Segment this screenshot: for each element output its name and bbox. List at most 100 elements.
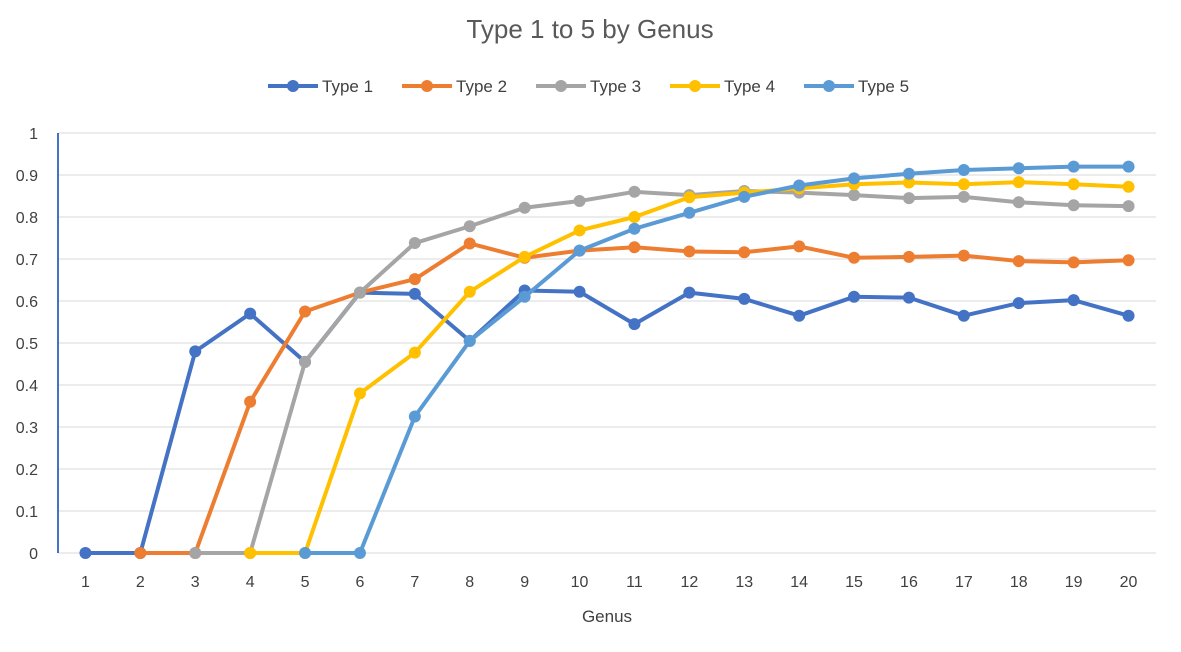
series-line xyxy=(85,288,1130,555)
series-layer xyxy=(79,160,1135,559)
gridlines xyxy=(58,132,1156,512)
data-point xyxy=(1122,254,1135,267)
data-point xyxy=(1067,160,1080,173)
data-point xyxy=(463,285,476,298)
data-point xyxy=(848,189,861,202)
data-point xyxy=(353,286,366,299)
series-type-1 xyxy=(79,284,1135,559)
legend-swatch-marker xyxy=(823,80,835,92)
series-line xyxy=(305,164,1129,555)
data-point xyxy=(957,178,970,191)
data-point xyxy=(1067,256,1080,269)
data-point xyxy=(957,249,970,262)
x-tick-label: 18 xyxy=(1010,574,1028,591)
x-tick-label: 14 xyxy=(790,574,808,591)
data-point xyxy=(1067,178,1080,191)
chart-title: Type 1 to 5 by Genus xyxy=(466,14,713,44)
x-tick-label: 1 xyxy=(81,574,90,591)
data-point xyxy=(463,334,476,347)
y-tick-label: 1 xyxy=(29,126,38,143)
data-point xyxy=(683,206,696,219)
data-point xyxy=(299,355,312,368)
data-point xyxy=(957,190,970,203)
data-point xyxy=(299,547,312,559)
data-point xyxy=(628,318,641,331)
legend-item: Type 1 xyxy=(268,77,373,96)
data-point xyxy=(902,192,915,205)
axes: 00.10.20.30.40.50.60.70.80.911 2 3 4 5 6 7 8 9 10… xyxy=(16,126,1156,591)
data-point xyxy=(244,307,257,320)
data-point xyxy=(463,237,476,250)
data-point xyxy=(408,287,421,300)
data-point xyxy=(573,195,586,208)
data-point xyxy=(683,286,696,299)
data-point xyxy=(793,309,806,322)
data-point xyxy=(189,345,202,358)
data-point xyxy=(738,190,751,203)
data-point xyxy=(902,291,915,304)
data-point xyxy=(299,305,312,318)
data-point xyxy=(189,547,202,559)
x-tick-label: 3 xyxy=(191,574,200,591)
data-point xyxy=(902,250,915,263)
data-point xyxy=(1067,294,1080,307)
data-point xyxy=(793,240,806,253)
x-tick-label: 10 xyxy=(571,574,589,591)
series-type-5 xyxy=(299,160,1135,559)
data-point xyxy=(353,547,366,559)
data-point xyxy=(1012,162,1025,175)
legend-label: Type 5 xyxy=(858,77,909,96)
x-tick-label: 13 xyxy=(735,574,753,591)
data-point xyxy=(848,172,861,185)
legend-swatch-marker xyxy=(555,80,567,92)
data-point xyxy=(1012,196,1025,209)
data-point xyxy=(79,547,92,559)
legend-swatch-marker xyxy=(421,80,433,92)
y-tick-label: 0.8 xyxy=(16,210,38,227)
data-point xyxy=(848,290,861,303)
data-point xyxy=(353,387,366,400)
data-point xyxy=(848,251,861,264)
data-point xyxy=(518,250,531,263)
data-point xyxy=(408,273,421,286)
legend: Type 1 Type 2 Type 3 Type 4 Type 5 xyxy=(268,77,909,96)
data-point xyxy=(573,285,586,298)
series-type-2 xyxy=(134,237,1135,559)
legend-item: Type 3 xyxy=(536,77,641,96)
data-point xyxy=(628,211,641,223)
x-tick-label: 12 xyxy=(680,574,698,591)
y-tick-label: 0.7 xyxy=(16,252,38,269)
y-tick-label: 0.6 xyxy=(16,294,38,311)
x-tick-label: 6 xyxy=(355,574,364,591)
x-tick-label: 16 xyxy=(900,574,918,591)
data-point xyxy=(683,191,696,204)
x-tick-label: 7 xyxy=(410,574,419,591)
series-line xyxy=(195,188,1129,555)
x-tick-label: 9 xyxy=(520,574,529,591)
legend-label: Type 3 xyxy=(590,77,641,96)
data-point xyxy=(1122,180,1135,193)
legend-label: Type 1 xyxy=(322,77,373,96)
x-tick-label: 15 xyxy=(845,574,863,591)
y-tick-label: 0.4 xyxy=(16,378,38,395)
x-tick-label: 11 xyxy=(626,574,643,591)
data-point xyxy=(1012,297,1025,310)
y-tick-label: 0.1 xyxy=(16,504,38,521)
data-point xyxy=(957,309,970,322)
data-point xyxy=(244,547,257,559)
data-point xyxy=(738,246,751,259)
data-point xyxy=(573,224,586,237)
data-point xyxy=(408,346,421,359)
data-point xyxy=(408,410,421,423)
data-point xyxy=(1067,199,1080,212)
x-tick-label: 5 xyxy=(301,574,310,591)
data-point xyxy=(1122,309,1135,322)
y-tick-label: 0 xyxy=(29,546,38,563)
y-tick-label: 0.5 xyxy=(16,336,38,353)
data-point xyxy=(134,547,147,559)
x-tick-label: 2 xyxy=(136,574,145,591)
y-tick-label: 0.2 xyxy=(16,462,38,479)
data-point xyxy=(518,201,531,214)
